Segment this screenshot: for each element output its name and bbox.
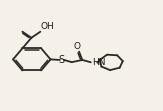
Text: OH: OH: [41, 22, 55, 31]
Text: O: O: [74, 42, 81, 51]
Text: S: S: [58, 55, 64, 65]
Text: HN: HN: [92, 58, 106, 67]
